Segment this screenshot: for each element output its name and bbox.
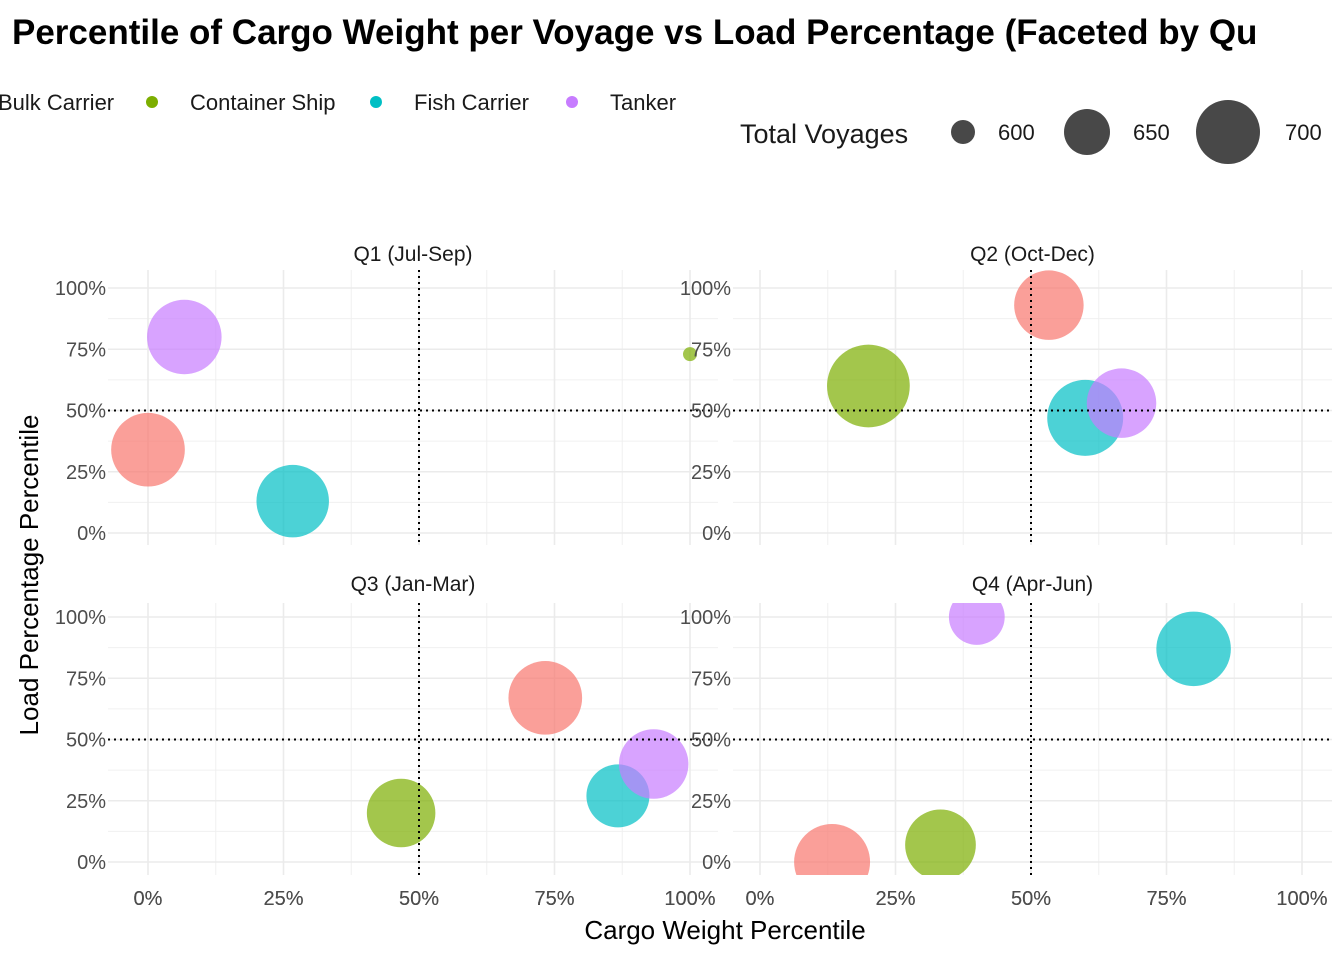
x-tick-label: 100% [664, 888, 715, 910]
y-tick-label: 100% [680, 607, 731, 629]
facet-panel-q2: Q2 (Oct-Dec) 0% 25% 50% 75% 100% 0% 25% 50% 75% 10… [680, 243, 1332, 910]
chart-title: Percentile of Cargo Weight per Voyage vs… [12, 13, 1257, 52]
facet-label-q2: Q2 (Oct-Dec) [970, 243, 1095, 266]
x-tick-label: 25% [263, 888, 303, 910]
x-tick-label: 100% [1276, 888, 1327, 910]
legend-item-tanker: Tanker [566, 90, 676, 115]
x-tick-label: 75% [534, 888, 574, 910]
size-label-600: 600 [998, 120, 1035, 145]
facet-label-q3: Q3 (Jan-Mar) [351, 573, 476, 596]
y-tick-label: 50% [66, 730, 106, 752]
legend-label-fish-carrier: Fish Carrier [414, 90, 529, 115]
size-legend: Total Voyages 600 650 700 [740, 100, 1322, 164]
y-tick-label: 0% [702, 523, 731, 545]
y-tick-label: 50% [691, 730, 731, 752]
point-q1-fish-carrier [256, 464, 329, 538]
y-tick-label: 100% [680, 278, 731, 300]
x-tick-label: 0% [134, 888, 163, 910]
legend-item-container-ship: Container Ship [146, 90, 336, 115]
point-q3-tanker [618, 729, 689, 799]
y-tick-label: 100% [55, 607, 106, 629]
point-q2-bulk-carrier [1014, 270, 1084, 340]
facet-label-q4: Q4 (Apr-Jun) [972, 573, 1093, 596]
point-q4-bulk-carrier [794, 824, 871, 875]
y-tick-label: 75% [691, 339, 731, 361]
x-axis-label: Cargo Weight Percentile [584, 915, 865, 945]
size-key-700 [1196, 100, 1260, 164]
y-tick-label: 75% [66, 339, 106, 361]
size-label-700: 700 [1285, 120, 1322, 145]
point-q1-container-ship [683, 347, 697, 362]
y-tick-label: 0% [702, 852, 731, 874]
points-q4 [794, 603, 1231, 875]
x-tick-label: 75% [534, 888, 574, 910]
legend-key-fish-carrier [370, 96, 382, 108]
x-tick-label: 25% [263, 888, 303, 910]
point-q4-container-ship [905, 809, 976, 875]
x-tick-label: 25% [875, 888, 915, 910]
facet-label-q1: Q1 (Jul-Sep) [353, 243, 472, 266]
y-tick-label: 50% [691, 401, 731, 423]
facet-panel-q1: Q1 (Jul-Sep) 0% 25% 50% 75% 100% 0% 25% 50% 75% 10… [55, 243, 718, 910]
y-tick-label: 100% [55, 278, 106, 300]
point-q1-tanker [147, 299, 222, 375]
x-tick-label: 75% [1146, 888, 1186, 910]
y-tick-label: 50% [66, 401, 106, 423]
x-tick-label: 50% [1011, 888, 1051, 910]
point-q2-tanker [1086, 368, 1157, 438]
legend-label-container-ship: Container Ship [190, 90, 336, 115]
legend-key-container-ship [146, 96, 158, 108]
y-tick-label: 25% [691, 462, 731, 484]
facet-panel-q4: Q4 (Apr-Jun) 0% 25% 50% 75% 100% 0% 25% 50% 75% 10… [680, 573, 1332, 910]
point-q3-bulk-carrier [508, 661, 583, 735]
y-tick-label: 0% [77, 852, 106, 874]
y-tick-label: 75% [691, 668, 731, 690]
legend-key-tanker [566, 96, 578, 108]
size-key-650 [1064, 109, 1110, 155]
x-tick-label: 25% [875, 888, 915, 910]
y-tick-label: 75% [66, 668, 106, 690]
point-q1-bulk-carrier [111, 412, 185, 487]
y-tick-label: 25% [66, 462, 106, 484]
x-tick-label: 50% [399, 888, 439, 910]
x-tick-label: 100% [664, 888, 715, 910]
point-q2-container-ship [827, 344, 910, 428]
points-q2 [827, 270, 1157, 456]
x-tick-label: 0% [746, 888, 775, 910]
size-label-650: 650 [1133, 120, 1170, 145]
y-axis-label: Load Percentage Percentile [14, 415, 44, 736]
x-tick-label: 100% [1276, 888, 1327, 910]
point-q4-fish-carrier [1156, 611, 1231, 687]
legend-label-bulk-carrier: Bulk Carrier [0, 90, 114, 115]
points-q3 [366, 661, 689, 848]
x-tick-label: 0% [134, 888, 163, 910]
legend-item-fish-carrier: Fish Carrier [370, 90, 529, 115]
y-tick-label: 0% [77, 523, 106, 545]
size-legend-title: Total Voyages [740, 119, 908, 149]
points-q1 [111, 299, 697, 538]
color-legend: Bulk Carrier Container Ship Fish Carrier… [0, 90, 676, 115]
point-q3-container-ship [366, 778, 436, 848]
y-tick-label: 25% [691, 791, 731, 813]
point-q4-tanker [948, 603, 1005, 645]
y-tick-label: 25% [66, 791, 106, 813]
x-tick-label: 50% [399, 888, 439, 910]
facet-panel-q3: Q3 (Jan-Mar) 0% 25% 50% 75% 100% 0% 25% 50% 75% 10… [55, 573, 718, 910]
x-tick-label: 0% [746, 888, 775, 910]
x-tick-label: 50% [1011, 888, 1051, 910]
legend-item-bulk-carrier: Bulk Carrier [0, 90, 114, 115]
legend-label-tanker: Tanker [610, 90, 676, 115]
facet-panels: Q1 (Jul-Sep) 0% 25% 50% 75% 100% 0% 25% 50% 75% 10… [55, 243, 1332, 910]
size-key-600 [951, 120, 975, 144]
x-tick-label: 75% [1146, 888, 1186, 910]
